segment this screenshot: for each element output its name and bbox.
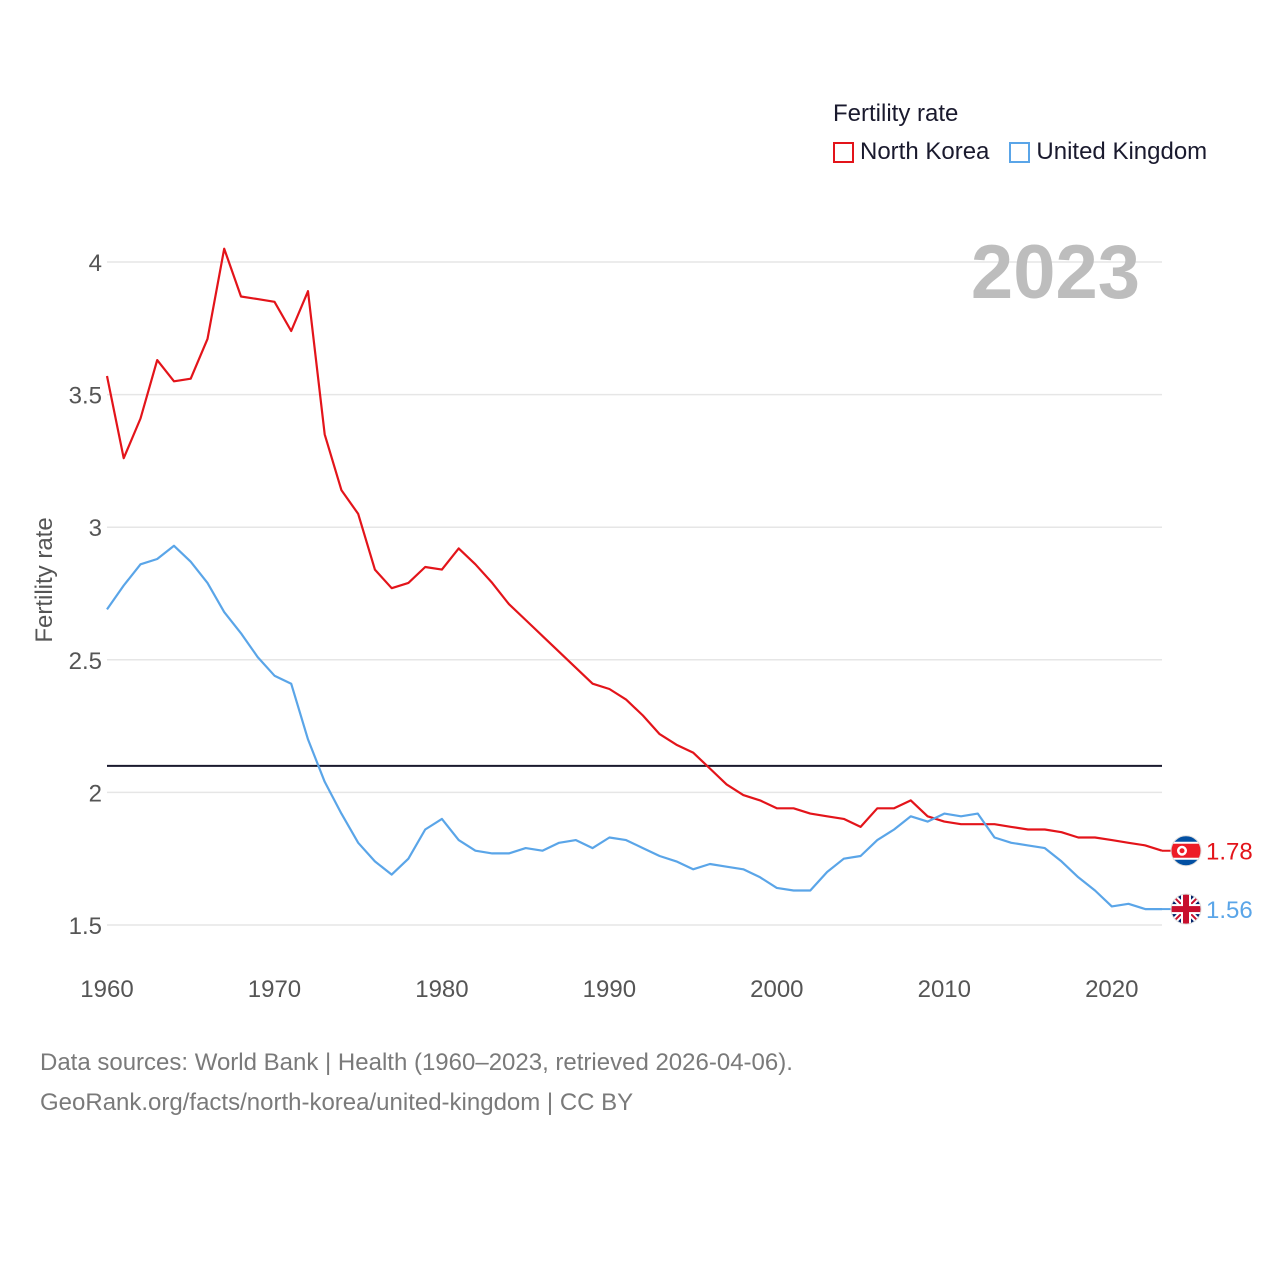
- end-value-label-united-kingdom: 1.56: [1206, 897, 1253, 924]
- series-line-north-korea: [105, 247, 1163, 852]
- series-line-united-kingdom: [106, 544, 1162, 911]
- y-tick-label: 4: [89, 250, 102, 277]
- y-tick-label: 1.5: [69, 913, 102, 940]
- legend-item-north-korea[interactable]: North Korea: [833, 138, 989, 166]
- end-value-label-north-korea: 1.78: [1206, 839, 1253, 866]
- series-lines: [105, 247, 1163, 911]
- legend-label-united-kingdom: United Kingdom: [1036, 138, 1208, 165]
- y-axis-title: Fertility rate: [31, 517, 58, 642]
- y-axis-ticks: 1.5 2 2.5 3 3.5 4: [69, 250, 102, 940]
- source-line-1: Data sources: World Bank | Health (1960–…: [40, 1049, 793, 1076]
- legend-swatch-united-kingdom: [1009, 141, 1031, 163]
- x-tick-label: 2010: [918, 976, 971, 1003]
- x-tick-label: 1990: [583, 976, 636, 1003]
- x-tick-label: 2020: [1085, 976, 1138, 1003]
- source-line-2: GeoRank.org/facts/north-korea/united-kin…: [40, 1089, 634, 1116]
- y-tick-label: 2: [89, 780, 102, 807]
- x-tick-label: 1980: [415, 976, 468, 1003]
- source-note: Data sources: World Bank | Health (1960–…: [40, 1043, 793, 1123]
- north-korea-flag-icon: [1170, 835, 1202, 867]
- x-tick-label: 1960: [80, 976, 133, 1003]
- year-watermark: 2023: [971, 230, 1140, 315]
- legend-title: Fertility rate: [833, 100, 959, 127]
- y-tick-label: 2.5: [69, 648, 102, 675]
- legend-label-north-korea: North Korea: [860, 138, 990, 165]
- grid-lines: [107, 261, 1162, 926]
- united-kingdom-flag-icon: [1170, 893, 1202, 925]
- x-tick-label: 2000: [750, 976, 803, 1003]
- x-tick-label: 1970: [248, 976, 301, 1003]
- legend: Fertility rate North Korea United Kingdo…: [833, 100, 1227, 166]
- x-axis-ticks: 1960 1970 1980 1990 2000 2010 2020: [80, 976, 1138, 1003]
- y-tick-label: 3.5: [69, 383, 102, 410]
- y-tick-label: 3: [89, 515, 102, 542]
- legend-item-united-kingdom[interactable]: United Kingdom: [1009, 138, 1207, 166]
- legend-swatch-north-korea: [833, 141, 854, 163]
- end-labels: 1.78 1.56: [1162, 835, 1253, 925]
